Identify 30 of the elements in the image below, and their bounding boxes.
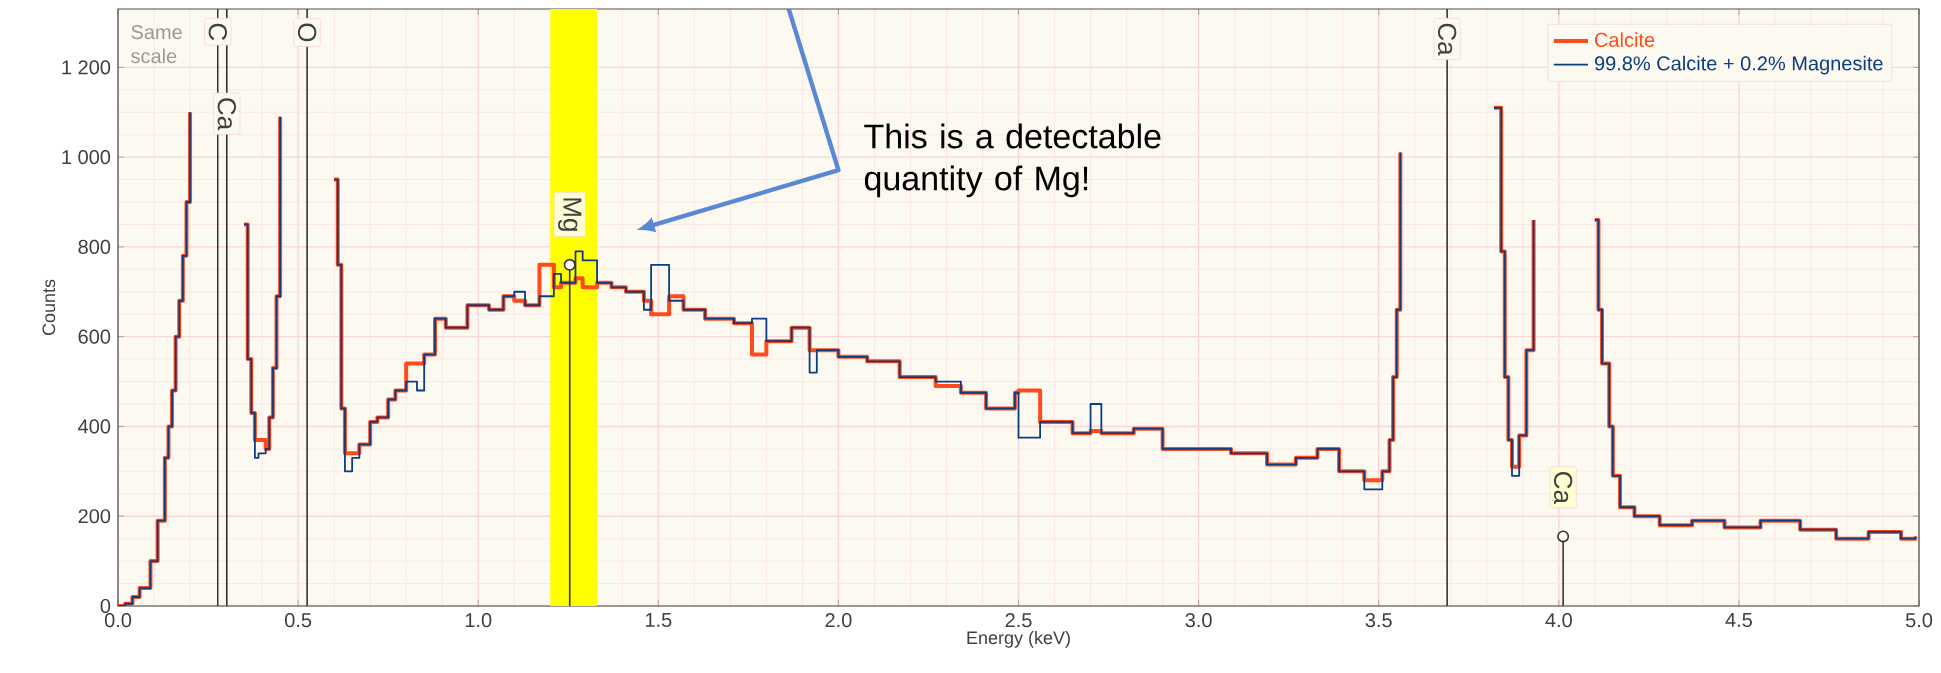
x-tick-label: 1.0 (465, 613, 492, 628)
y-axis-title: Counts (42, 279, 56, 336)
x-tick-label: 3.5 (1365, 613, 1392, 628)
y-tick-label: 200 (78, 509, 111, 524)
x-tick-label: 2.0 (825, 613, 852, 628)
y-tick-label: 1 000 (62, 150, 111, 165)
annotation: Same scale (131, 25, 182, 64)
annotation: Ca (1553, 472, 1573, 505)
x-tick-label: 2.5 (1005, 613, 1032, 628)
ref-line-label: Ca (1437, 23, 1457, 56)
x-tick-label: 4.5 (1725, 613, 1752, 627)
x-tick-label: 0.5 (285, 613, 312, 628)
annotation: Mg (558, 198, 582, 231)
x-tick-label: 0.0 (104, 613, 132, 628)
y-tick-label: 400 (78, 419, 111, 434)
x-tick-label: 5.0 (1905, 613, 1933, 628)
text: Calcite (1594, 32, 1655, 47)
x-tick-label: 4.0 (1545, 613, 1572, 628)
y-tick-label: 1 200 (62, 60, 111, 75)
x-tick-label: 3.0 (1185, 613, 1212, 628)
x-tick-label: 1.5 (645, 613, 672, 627)
y-tick-label: 600 (78, 329, 111, 344)
ref-line-label: Ca (217, 98, 237, 131)
ref-line-label: O (297, 23, 317, 42)
x-axis-title: Energy (keV) (967, 630, 1070, 648)
y-tick-label: 800 (78, 239, 111, 254)
ref-line-label: C (208, 23, 227, 41)
annotation: This is a detectable quantity of Mg! (864, 123, 1161, 198)
text: 99.8% Calcite + 0.2% Magnesite (1594, 55, 1883, 75)
y-tick-label: 0 (100, 598, 111, 614)
